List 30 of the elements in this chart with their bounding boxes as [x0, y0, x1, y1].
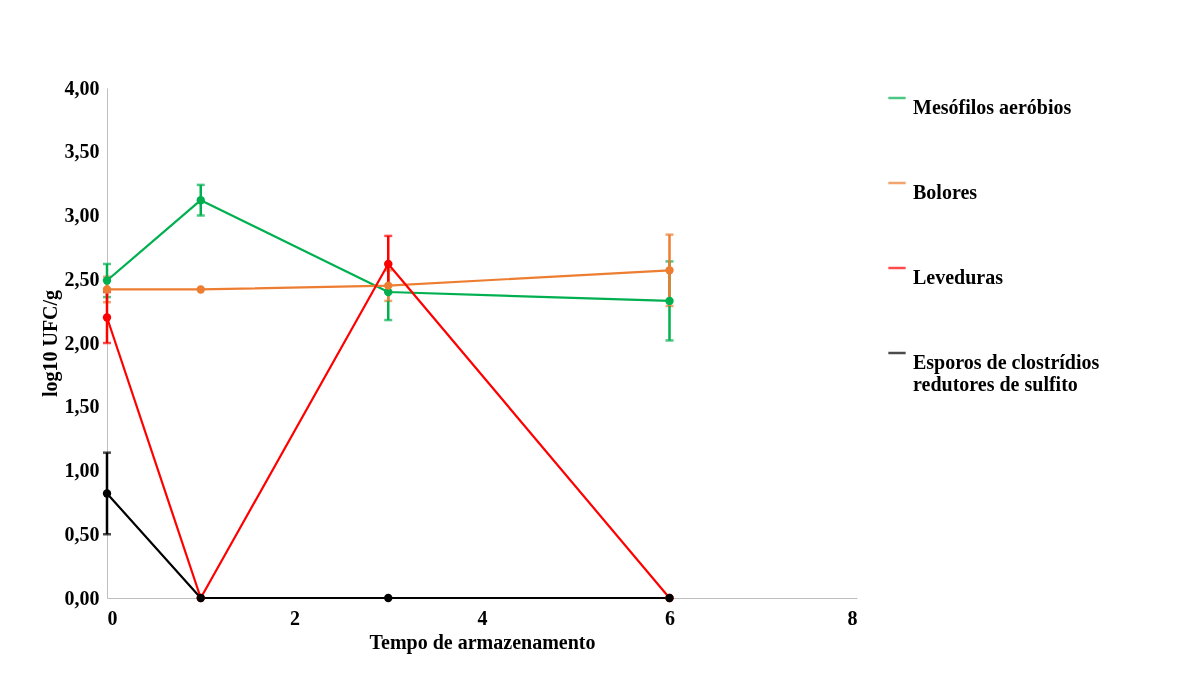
y-tick-label: 3,00 [64, 204, 100, 226]
y-tick-label: 2,50 [64, 267, 100, 290]
x-tick-label: 4 [477, 606, 488, 629]
y-tick-label: 0,00 [64, 586, 100, 609]
x-tick-label: 2 [290, 606, 300, 629]
y-tick-label: 1,50 [64, 395, 100, 418]
point [384, 281, 393, 290]
y-tick-label: 4,00 [64, 76, 100, 99]
point [102, 313, 112, 322]
y-tick-label: 3,50 [64, 140, 100, 163]
point [102, 285, 112, 294]
point [665, 266, 674, 275]
y-axis-title: log10 UFC/g [38, 289, 62, 398]
point [102, 489, 112, 498]
legend-label: Mesófilos aeróbios [913, 96, 1072, 118]
legend-label: Leveduras [913, 266, 1004, 288]
x-tick-label: 8 [847, 606, 858, 629]
point [384, 593, 393, 603]
x-tick-label: 6 [665, 606, 675, 629]
point [102, 276, 112, 285]
y-tick-label: 2,00 [64, 331, 100, 354]
legend-label: Esporos de clostrídios redutores de sulfito [913, 351, 1100, 395]
point [665, 296, 674, 306]
point [196, 196, 205, 205]
legend-label: Bolores [913, 181, 978, 203]
y-tick-label: 1,00 [64, 459, 100, 481]
x-tick-label: 0 [107, 606, 118, 629]
x-axis-title: Tempo de armazenamento [369, 630, 596, 654]
y-tick-label: 0,50 [64, 522, 100, 545]
point [196, 285, 205, 294]
